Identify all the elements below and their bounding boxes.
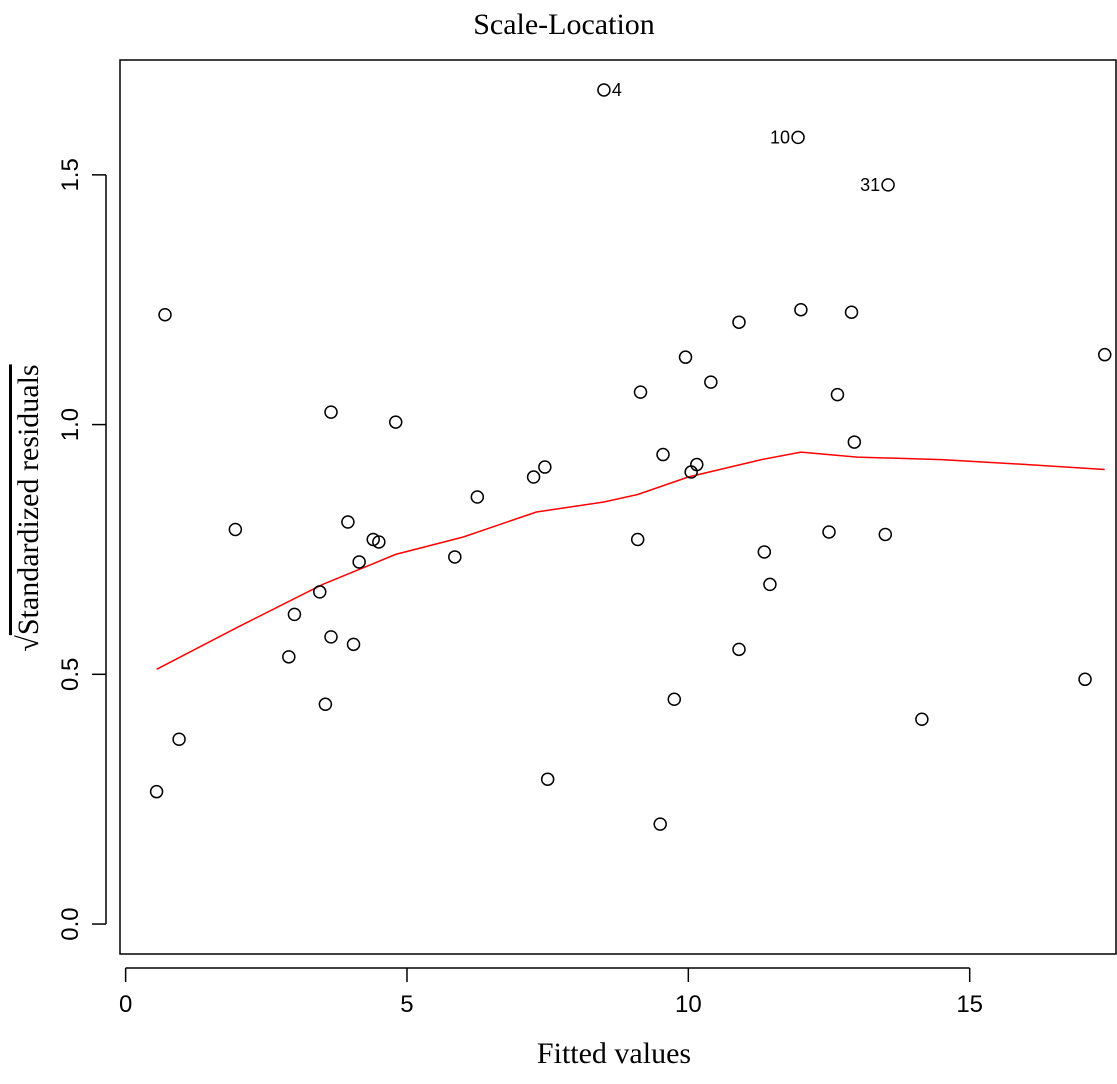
chart-title: Scale-Location — [473, 8, 655, 41]
x-axis-label: Fitted values — [537, 1037, 691, 1070]
y-tick-label: 0.0 — [57, 907, 84, 940]
data-point — [228, 522, 243, 537]
data-point — [763, 577, 777, 592]
y-tick-label: 0.5 — [57, 658, 84, 691]
data-point — [704, 375, 718, 389]
data-point — [656, 447, 670, 462]
data-point — [630, 532, 645, 547]
y-tick-label: 1.5 — [57, 158, 84, 191]
data-point — [318, 697, 333, 712]
data-point — [149, 784, 164, 799]
data-point — [690, 457, 704, 472]
x-tick-label: 10 — [675, 991, 702, 1018]
data-point — [324, 405, 338, 419]
data-point — [346, 637, 361, 652]
data-point — [282, 650, 296, 664]
x-tick-label: 0 — [119, 991, 132, 1018]
data-point — [633, 385, 648, 399]
x-axis: 0 5 10 15 — [119, 967, 983, 1018]
data-point — [597, 83, 611, 97]
sqrt-symbol: √ — [12, 635, 45, 652]
points-layer: 4 10 31 — [149, 80, 1112, 831]
data-point — [388, 415, 403, 429]
plot-box — [119, 59, 1117, 955]
data-point — [538, 460, 552, 474]
data-point — [732, 315, 746, 329]
data-point — [1097, 347, 1112, 362]
data-point — [757, 545, 772, 559]
x-tick-label: 15 — [956, 991, 983, 1018]
data-point — [540, 772, 555, 786]
data-point — [794, 302, 808, 317]
data-point — [526, 470, 541, 484]
smooth-line — [156, 451, 1105, 670]
y-axis-label-text: Standardized residuals — [12, 364, 45, 635]
point-label: 31 — [860, 175, 880, 195]
y-tick-label: 1.0 — [57, 408, 84, 441]
data-point — [878, 527, 893, 542]
data-point — [830, 387, 845, 402]
data-point — [847, 435, 862, 449]
data-point — [881, 178, 895, 192]
data-point — [915, 712, 929, 727]
y-axis: 0.0 0.5 1.0 1.5 — [57, 158, 107, 941]
data-point — [448, 550, 462, 564]
x-tick-label: 5 — [400, 991, 413, 1018]
data-point — [732, 642, 746, 657]
data-point — [341, 515, 355, 529]
data-point — [791, 130, 805, 145]
point-label: 4 — [612, 80, 622, 100]
y-axis-label: √Standardized residuals — [12, 364, 45, 651]
data-point — [653, 817, 667, 831]
data-point — [172, 732, 186, 746]
data-point — [667, 692, 682, 707]
data-point — [352, 555, 366, 569]
data-point — [1078, 672, 1092, 687]
smooth-line-layer — [156, 451, 1105, 670]
data-point — [324, 630, 338, 644]
data-point — [470, 490, 485, 504]
data-point — [678, 350, 693, 364]
point-label: 10 — [770, 127, 790, 147]
data-point — [372, 535, 386, 549]
data-point — [287, 607, 302, 622]
data-point — [844, 305, 859, 319]
data-point — [822, 525, 836, 539]
data-point — [158, 307, 172, 322]
data-point — [313, 585, 327, 599]
